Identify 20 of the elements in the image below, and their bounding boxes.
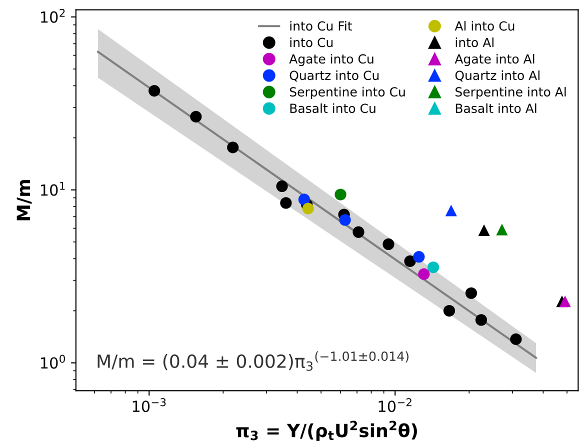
legend-label: Serpentine into Cu [290, 86, 405, 100]
legend-label: into Cu [290, 37, 333, 48]
legend-label: Al into Cu [454, 21, 514, 31]
legend-label: Agate into Cu [289, 54, 374, 66]
x-tick-label: 10$^{−2}$ [378, 398, 412, 412]
y-tick-label: 10$^{0}$ [40, 354, 65, 369]
legend-label: Basalt into Al [456, 103, 536, 114]
y-tick-label: 10$^{1}$ [40, 182, 65, 196]
legend-label: into Cu Fit [290, 21, 352, 31]
legend-label: Quartz into Cu [290, 70, 379, 82]
legend-label: Quartz into Al [455, 70, 540, 82]
y-tick-label: 10$^{2}$ [40, 8, 65, 23]
y-axis-title: M/m [16, 180, 32, 220]
legend-label: into Al [456, 37, 494, 48]
annotation: M/m = (0.04 ± 0.002)π$_{3}$$^{(−1.01±0.014)}$ [98, 351, 408, 371]
legend-label: Basalt into Cu [290, 103, 376, 114]
x-tick-label: 10$^{−3}$ [132, 398, 166, 412]
legend-label: Agate into Al [454, 54, 534, 66]
text: π$_{3}$ = Y/(ρ$_{t}$U$^{2}$sin$^{2}$θ) [236, 420, 417, 441]
legend-label: Serpentine into Al [456, 86, 566, 100]
